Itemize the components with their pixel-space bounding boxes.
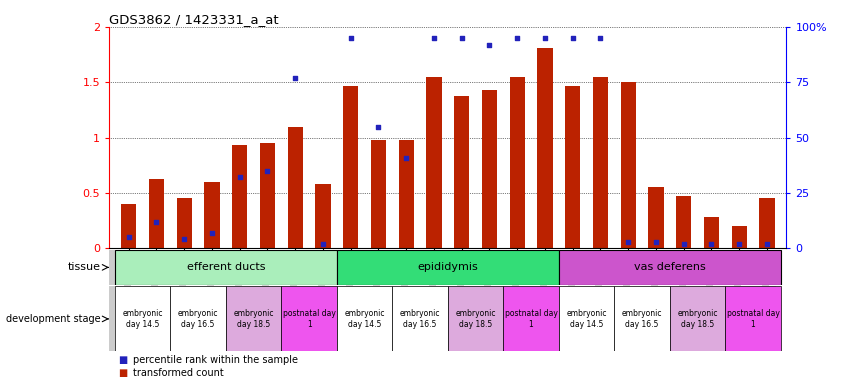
- Bar: [337, 250, 558, 285]
- Point: [316, 241, 330, 247]
- Text: percentile rank within the sample: percentile rank within the sample: [133, 355, 298, 365]
- Point: [288, 75, 302, 81]
- Text: GDS3862 / 1423331_a_at: GDS3862 / 1423331_a_at: [109, 13, 279, 26]
- Text: ■: ■: [118, 355, 127, 365]
- Bar: [676, 196, 691, 248]
- Point: [399, 154, 413, 161]
- Bar: [558, 286, 614, 351]
- Text: postnatal day
1: postnatal day 1: [505, 309, 558, 329]
- Point: [122, 234, 135, 240]
- Bar: [115, 250, 337, 285]
- Bar: [759, 199, 775, 248]
- Text: vas deferens: vas deferens: [634, 262, 706, 272]
- Text: postnatal day
1: postnatal day 1: [727, 309, 780, 329]
- Bar: [343, 86, 358, 248]
- Point: [621, 238, 635, 245]
- Bar: [565, 86, 580, 248]
- Text: efferent ducts: efferent ducts: [187, 262, 265, 272]
- Text: embryonic
day 16.5: embryonic day 16.5: [399, 309, 441, 329]
- Bar: [393, 286, 447, 351]
- Point: [677, 241, 690, 247]
- Bar: [614, 286, 669, 351]
- Text: development stage: development stage: [6, 314, 101, 324]
- Text: embryonic
day 18.5: embryonic day 18.5: [455, 309, 496, 329]
- Point: [344, 35, 357, 41]
- Text: transformed count: transformed count: [133, 368, 224, 379]
- Bar: [725, 286, 780, 351]
- Bar: [204, 182, 220, 248]
- Bar: [288, 126, 303, 248]
- Point: [427, 35, 441, 41]
- Bar: [171, 286, 226, 351]
- Point: [483, 41, 496, 48]
- Point: [150, 218, 163, 225]
- Bar: [482, 90, 497, 248]
- Text: ■: ■: [118, 368, 127, 379]
- Bar: [704, 217, 719, 248]
- Text: embryonic
day 16.5: embryonic day 16.5: [177, 309, 219, 329]
- Point: [205, 230, 219, 236]
- Bar: [447, 286, 503, 351]
- Text: postnatal day
1: postnatal day 1: [283, 309, 336, 329]
- Point: [594, 35, 607, 41]
- Bar: [558, 250, 780, 285]
- Bar: [426, 77, 442, 248]
- Text: embryonic
day 14.5: embryonic day 14.5: [123, 309, 163, 329]
- Bar: [621, 82, 636, 248]
- Point: [705, 241, 718, 247]
- Point: [177, 236, 191, 242]
- Bar: [149, 179, 164, 248]
- Bar: [315, 184, 331, 248]
- Point: [733, 241, 746, 247]
- Point: [233, 174, 246, 180]
- Text: embryonic
day 18.5: embryonic day 18.5: [677, 309, 718, 329]
- Bar: [669, 286, 725, 351]
- Bar: [337, 286, 393, 351]
- Text: tissue: tissue: [68, 262, 101, 272]
- Bar: [121, 204, 136, 248]
- Point: [372, 123, 385, 129]
- Bar: [226, 286, 282, 351]
- Point: [261, 168, 274, 174]
- Point: [566, 35, 579, 41]
- Point: [455, 35, 468, 41]
- Point: [760, 241, 774, 247]
- Point: [538, 35, 552, 41]
- Point: [510, 35, 524, 41]
- Text: epididymis: epididymis: [417, 262, 479, 272]
- Bar: [399, 140, 414, 248]
- Bar: [260, 143, 275, 248]
- Bar: [177, 199, 192, 248]
- Point: [649, 238, 663, 245]
- Bar: [503, 286, 558, 351]
- Text: embryonic
day 16.5: embryonic day 16.5: [621, 309, 663, 329]
- Bar: [232, 145, 247, 248]
- Bar: [732, 226, 747, 248]
- Bar: [593, 77, 608, 248]
- Bar: [510, 77, 525, 248]
- Bar: [537, 48, 553, 248]
- Bar: [648, 187, 664, 248]
- Text: embryonic
day 14.5: embryonic day 14.5: [566, 309, 607, 329]
- Bar: [282, 286, 337, 351]
- Text: embryonic
day 14.5: embryonic day 14.5: [344, 309, 385, 329]
- Bar: [454, 96, 469, 248]
- Text: embryonic
day 18.5: embryonic day 18.5: [233, 309, 274, 329]
- Bar: [115, 286, 171, 351]
- Bar: [371, 140, 386, 248]
